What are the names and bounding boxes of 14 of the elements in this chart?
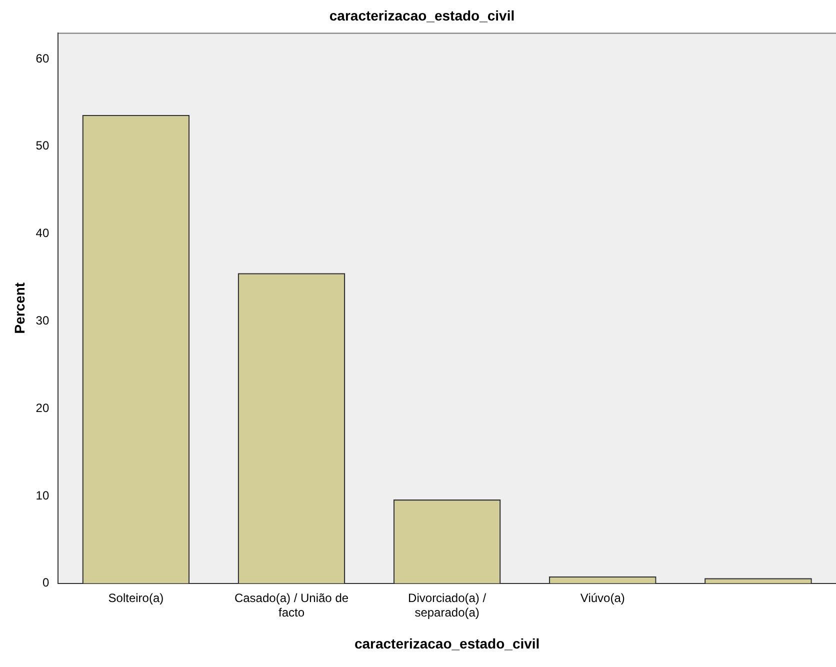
x-tick-label: Divorciado(a) / separado(a) (408, 590, 487, 620)
y-tick-label: 50 (36, 138, 50, 153)
y-tick-label: 40 (36, 226, 50, 240)
y-tick-label: 60 (36, 51, 50, 66)
y-tick-label: 30 (36, 314, 50, 328)
chart-title: caracterizacao_estado_civil (329, 7, 515, 24)
x-tick-label: Solteiro(a) (108, 590, 164, 605)
y-tick-label: 20 (36, 400, 50, 415)
y-tick-label: 10 (36, 488, 50, 502)
x-tick-label: Casado(a) / União de facto (234, 590, 349, 620)
x-tick-label: Viúvo(a) (580, 590, 625, 605)
y-tick-label: 0 (42, 576, 50, 590)
y-axis-title: Percent (11, 282, 28, 334)
x-axis-title: caracterizacao_estado_civil (354, 635, 540, 652)
